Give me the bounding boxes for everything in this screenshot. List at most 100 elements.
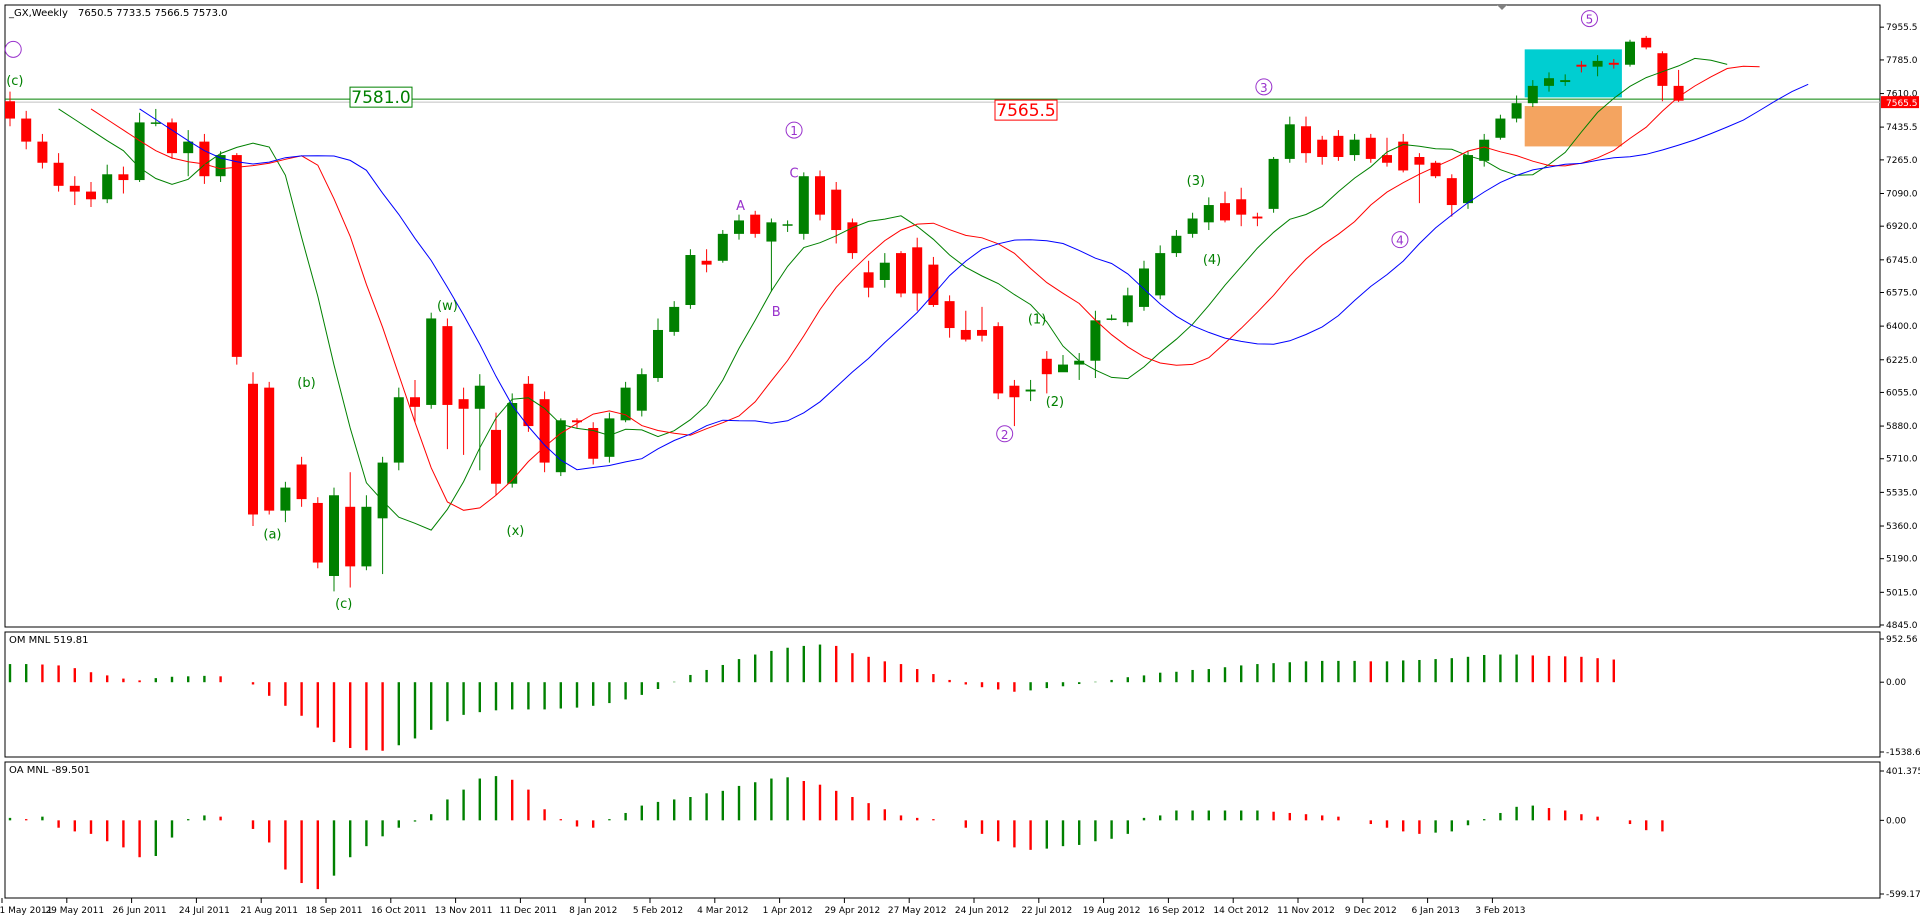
candle[interactable] xyxy=(1608,58,1619,69)
candle[interactable] xyxy=(1446,174,1457,217)
candle[interactable] xyxy=(1657,51,1668,102)
candle[interactable] xyxy=(1139,260,1149,311)
candle[interactable] xyxy=(1463,151,1473,209)
candle[interactable] xyxy=(248,372,258,527)
target-zone-1[interactable] xyxy=(1524,106,1622,147)
candle[interactable] xyxy=(1430,160,1441,179)
candle[interactable] xyxy=(1641,35,1652,50)
candle[interactable] xyxy=(442,318,453,450)
candle[interactable] xyxy=(21,110,32,150)
candle[interactable] xyxy=(312,497,323,569)
candle[interactable] xyxy=(1268,156,1279,213)
candle[interactable] xyxy=(86,181,96,207)
candle[interactable] xyxy=(150,108,161,127)
price-pane[interactable]: (c) (a) (b) (c) (w) (x) A B C 1 2 (1) (2) (3) (4) 3 4 5 7… xyxy=(4,4,1881,628)
candle[interactable] xyxy=(1301,116,1311,163)
candle[interactable] xyxy=(1058,354,1068,373)
candle[interactable] xyxy=(588,422,599,465)
candle[interactable] xyxy=(183,130,194,177)
candle[interactable] xyxy=(1090,310,1101,379)
candle[interactable] xyxy=(523,376,534,432)
candle[interactable] xyxy=(847,218,858,259)
candle[interactable] xyxy=(1527,80,1538,108)
candle[interactable] xyxy=(1625,39,1635,67)
candle[interactable] xyxy=(329,487,339,592)
candle[interactable] xyxy=(750,210,761,238)
candle[interactable] xyxy=(734,214,744,240)
candle[interactable] xyxy=(896,251,906,298)
target-zone-0[interactable] xyxy=(1524,49,1622,98)
candle[interactable] xyxy=(215,151,226,182)
candle[interactable] xyxy=(1349,133,1360,161)
candle[interactable] xyxy=(1284,116,1295,163)
candle[interactable] xyxy=(118,166,129,194)
candle[interactable] xyxy=(507,393,518,488)
candle[interactable] xyxy=(1479,133,1490,167)
candle[interactable] xyxy=(426,312,437,409)
candle[interactable] xyxy=(636,368,647,417)
ma-mid-line[interactable] xyxy=(90,65,1760,511)
candle[interactable] xyxy=(296,456,307,507)
candle[interactable] xyxy=(798,172,809,240)
candle[interactable] xyxy=(1009,379,1020,427)
candle[interactable] xyxy=(685,249,696,309)
candle[interactable] xyxy=(653,318,663,382)
candle[interactable] xyxy=(458,387,469,455)
candle[interactable] xyxy=(782,220,793,232)
candle[interactable] xyxy=(491,412,501,496)
candle[interactable] xyxy=(1074,353,1085,380)
candle[interactable] xyxy=(199,133,210,184)
candle[interactable] xyxy=(102,164,113,204)
candle[interactable] xyxy=(280,481,291,523)
candle[interactable] xyxy=(1025,379,1036,402)
candle[interactable] xyxy=(879,253,890,288)
candle[interactable] xyxy=(717,230,728,263)
candle[interactable] xyxy=(1495,114,1506,140)
hline-label-0[interactable]: 7581.0 xyxy=(349,86,413,108)
candle[interactable] xyxy=(1592,55,1603,77)
candle[interactable] xyxy=(831,181,842,244)
candle[interactable] xyxy=(474,374,485,471)
candle[interactable] xyxy=(669,301,680,336)
candle[interactable] xyxy=(393,387,404,471)
candle[interactable] xyxy=(701,249,712,273)
candle[interactable] xyxy=(1236,187,1247,227)
candle[interactable] xyxy=(620,381,631,423)
candle[interactable] xyxy=(53,153,64,192)
candle[interactable] xyxy=(1041,351,1052,394)
hline-label-1[interactable]: 7565.5 xyxy=(994,99,1058,121)
price-axis[interactable]: 7955.5 7785.0 7610.0 7435.5 7265.0 7090.0 6920… xyxy=(1880,23,1920,900)
candle[interactable] xyxy=(912,237,923,311)
candle[interactable] xyxy=(1220,191,1230,223)
candle[interactable] xyxy=(539,391,550,473)
ma-fast-line[interactable] xyxy=(58,57,1728,531)
candle[interactable] xyxy=(604,412,615,463)
candle[interactable] xyxy=(1544,72,1554,92)
candle[interactable] xyxy=(37,133,48,169)
candle[interactable] xyxy=(1365,133,1376,163)
candle[interactable] xyxy=(766,218,777,292)
candle[interactable] xyxy=(1398,133,1409,173)
candle[interactable] xyxy=(69,176,80,206)
candle[interactable] xyxy=(1317,135,1328,165)
candle[interactable] xyxy=(1187,212,1198,238)
candle[interactable] xyxy=(410,379,420,423)
candle[interactable] xyxy=(1171,230,1182,257)
candle[interactable] xyxy=(555,418,566,477)
candle[interactable] xyxy=(264,381,275,515)
candle[interactable] xyxy=(345,472,356,588)
candle[interactable] xyxy=(1252,212,1263,227)
candle[interactable] xyxy=(1155,245,1166,300)
candle[interactable] xyxy=(361,495,372,571)
candle[interactable] xyxy=(231,153,242,365)
candle[interactable] xyxy=(134,112,145,182)
candle[interactable] xyxy=(863,260,874,298)
candle[interactable] xyxy=(1203,197,1214,231)
candle[interactable] xyxy=(993,322,1004,400)
candle[interactable] xyxy=(928,256,939,307)
candle[interactable] xyxy=(1511,95,1522,123)
candle[interactable] xyxy=(1122,287,1133,327)
candle[interactable] xyxy=(167,118,177,159)
